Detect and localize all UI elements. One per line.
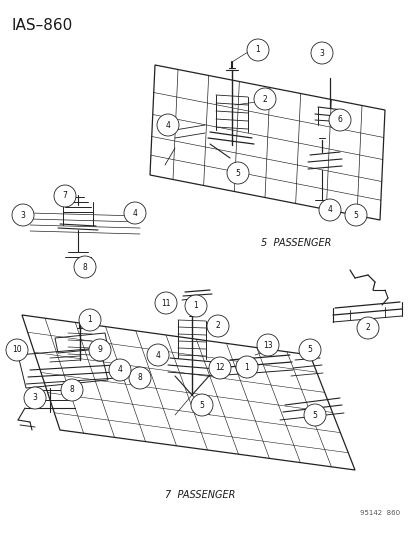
Circle shape [356, 317, 378, 339]
Text: 5: 5 [353, 211, 358, 220]
Text: 5  PASSENGER: 5 PASSENGER [260, 238, 330, 248]
Text: 4: 4 [132, 208, 137, 217]
Circle shape [344, 204, 366, 226]
Text: 95142  860: 95142 860 [359, 510, 399, 516]
Text: 2: 2 [365, 324, 370, 333]
Circle shape [157, 114, 178, 136]
Circle shape [226, 162, 248, 184]
Circle shape [235, 356, 257, 378]
Circle shape [209, 357, 230, 379]
Text: 4: 4 [165, 120, 170, 130]
Circle shape [54, 185, 76, 207]
Text: 13: 13 [263, 341, 272, 350]
Text: 1: 1 [255, 45, 260, 54]
Text: 2: 2 [215, 321, 220, 330]
Circle shape [6, 339, 28, 361]
Circle shape [61, 379, 83, 401]
Circle shape [206, 315, 228, 337]
Circle shape [310, 42, 332, 64]
Text: 7  PASSENGER: 7 PASSENGER [164, 490, 235, 500]
Text: 1: 1 [193, 302, 198, 311]
Text: 8: 8 [83, 262, 87, 271]
Text: IAS–860: IAS–860 [12, 18, 73, 33]
Circle shape [89, 339, 111, 361]
Circle shape [109, 359, 131, 381]
Text: 3: 3 [319, 49, 324, 58]
Text: 3: 3 [21, 211, 25, 220]
Text: 4: 4 [327, 206, 332, 214]
Text: 1: 1 [88, 316, 92, 325]
Circle shape [79, 309, 101, 331]
Text: 1: 1 [244, 362, 249, 372]
Circle shape [303, 404, 325, 426]
Text: 5: 5 [312, 410, 317, 419]
Circle shape [256, 334, 278, 356]
Text: 2: 2 [262, 94, 267, 103]
Text: 5: 5 [235, 168, 240, 177]
Circle shape [124, 202, 146, 224]
Text: 7: 7 [62, 191, 67, 200]
Circle shape [154, 292, 177, 314]
Circle shape [185, 295, 206, 317]
Text: 9: 9 [97, 345, 102, 354]
Text: 3: 3 [33, 393, 37, 402]
Circle shape [74, 256, 96, 278]
Text: 5: 5 [199, 400, 204, 409]
Text: 6: 6 [337, 116, 342, 125]
Circle shape [254, 88, 275, 110]
Text: 4: 4 [155, 351, 160, 359]
Text: 11: 11 [161, 298, 170, 308]
Circle shape [12, 204, 34, 226]
Circle shape [328, 109, 350, 131]
Circle shape [190, 394, 212, 416]
Text: 5: 5 [307, 345, 312, 354]
Circle shape [247, 39, 268, 61]
Text: 8: 8 [137, 374, 142, 383]
Circle shape [318, 199, 340, 221]
Text: 8: 8 [69, 385, 74, 394]
Text: 12: 12 [215, 364, 224, 373]
Circle shape [298, 339, 320, 361]
Circle shape [24, 387, 46, 409]
Circle shape [129, 367, 151, 389]
Text: 10: 10 [12, 345, 22, 354]
Circle shape [147, 344, 169, 366]
Text: 4: 4 [117, 366, 122, 375]
